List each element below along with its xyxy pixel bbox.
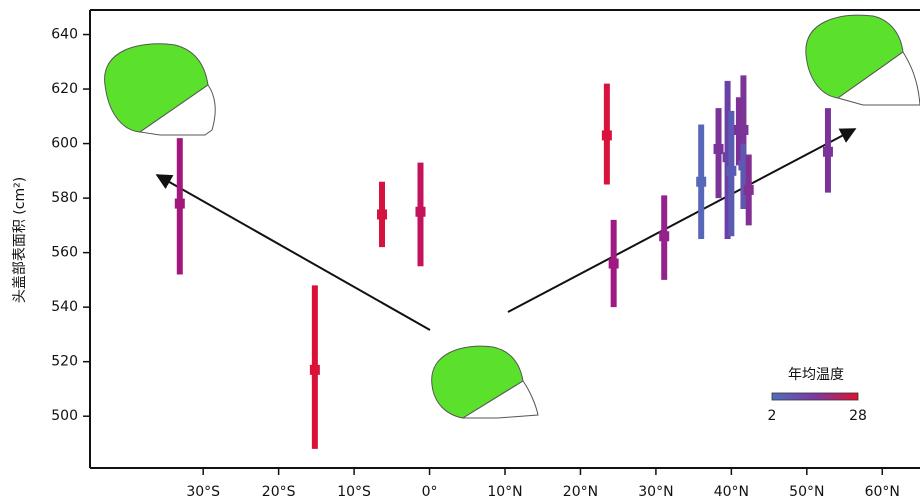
y-tick-label: 580 <box>51 190 78 206</box>
y-tick-label: 620 <box>51 81 78 97</box>
x-tick-label: 60°N <box>865 484 900 500</box>
colorbar-title: 年均温度 <box>788 367 844 383</box>
skull-icon <box>431 345 539 419</box>
skull-icon <box>805 14 920 106</box>
x-tick-label: 30°N <box>638 484 673 500</box>
y-tick-label: 520 <box>51 354 78 370</box>
y-tick-label: 560 <box>51 245 78 261</box>
y-axis-label: 头盖部表面积 (cm²) <box>12 177 28 303</box>
mean-marker <box>738 160 749 171</box>
x-tick-label: 50°N <box>789 484 824 500</box>
mean-marker <box>377 209 388 220</box>
colorbar-max: 28 <box>849 408 867 424</box>
x-tick-label: 40°N <box>714 484 749 500</box>
x-tick-label: 20°S <box>262 484 296 500</box>
x-tick-label: 20°N <box>563 484 598 500</box>
mean-marker <box>601 130 612 141</box>
mean-marker <box>309 364 320 375</box>
arrow <box>507 128 857 313</box>
arrow <box>155 174 431 331</box>
mean-marker <box>722 152 733 163</box>
mean-marker <box>743 184 754 195</box>
mean-marker <box>726 165 737 176</box>
y-tick-label: 500 <box>51 408 78 424</box>
y-tick-label: 640 <box>51 27 78 43</box>
mean-marker <box>659 231 670 242</box>
y-tick-label: 540 <box>51 299 78 315</box>
mean-marker <box>608 258 619 269</box>
mean-marker <box>415 206 426 217</box>
skull-icon <box>104 43 216 136</box>
x-tick-label: 30°S <box>186 484 220 500</box>
mean-marker <box>696 176 707 187</box>
mean-marker <box>738 124 749 135</box>
colorbar <box>771 392 859 401</box>
x-tick-label: 10°N <box>487 484 522 500</box>
colorbar-min: 2 <box>768 408 777 424</box>
y-tick-label: 600 <box>51 136 78 152</box>
x-tick-label: 0° <box>422 484 438 500</box>
x-tick-label: 10°S <box>337 484 371 500</box>
mean-marker <box>713 144 724 155</box>
mean-marker <box>174 198 185 209</box>
mean-marker <box>822 146 833 157</box>
